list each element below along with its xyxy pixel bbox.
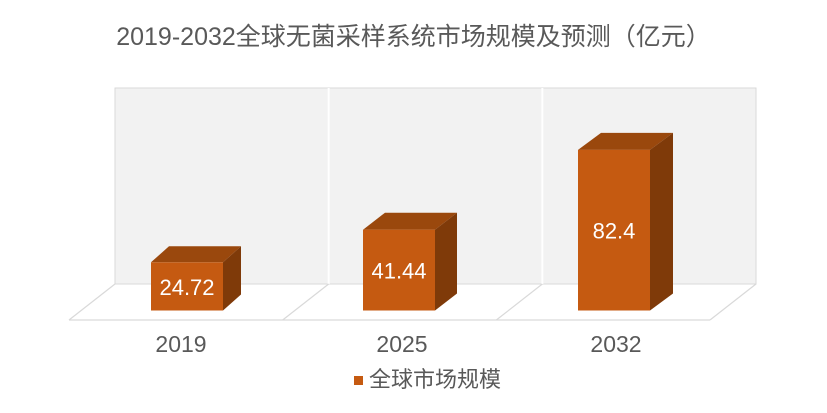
bar-2032: 82.4 xyxy=(578,132,673,311)
bar-2025: 41.44 xyxy=(363,212,457,311)
floor-left-edge xyxy=(68,283,116,321)
bar-front-face xyxy=(578,149,650,311)
x-axis-label: 2025 xyxy=(376,331,427,357)
bar-front-face xyxy=(151,262,223,311)
bar-value-label: 24.72 xyxy=(159,275,214,300)
floor-separator xyxy=(282,283,330,321)
floor-right-edge xyxy=(709,283,757,321)
legend-label: 全球市场规模 xyxy=(368,367,501,392)
bar-side-face xyxy=(223,246,241,311)
bar-top-face xyxy=(578,132,673,150)
bar-value-label: 82.4 xyxy=(593,219,636,244)
x-axis-label: 2032 xyxy=(590,331,641,357)
bar-top-face xyxy=(151,246,241,263)
bar-2019: 24.72 xyxy=(151,246,241,311)
bar-top-face xyxy=(363,212,457,230)
bar-side-face xyxy=(650,132,673,311)
bar-value-label: 41.44 xyxy=(371,259,426,284)
bar-side-face xyxy=(435,212,457,311)
legend-entry: 全球市场规模 xyxy=(353,367,501,393)
legend: 全球市场规模 xyxy=(0,367,827,393)
legend-swatch-icon xyxy=(353,375,363,385)
x-axis-label: 2019 xyxy=(155,331,206,357)
bar-front-face xyxy=(363,229,435,311)
floor-separator xyxy=(495,283,543,321)
chart-title: 2019-2032全球无菌采样系统市场规模及预测（亿元） xyxy=(116,23,711,51)
